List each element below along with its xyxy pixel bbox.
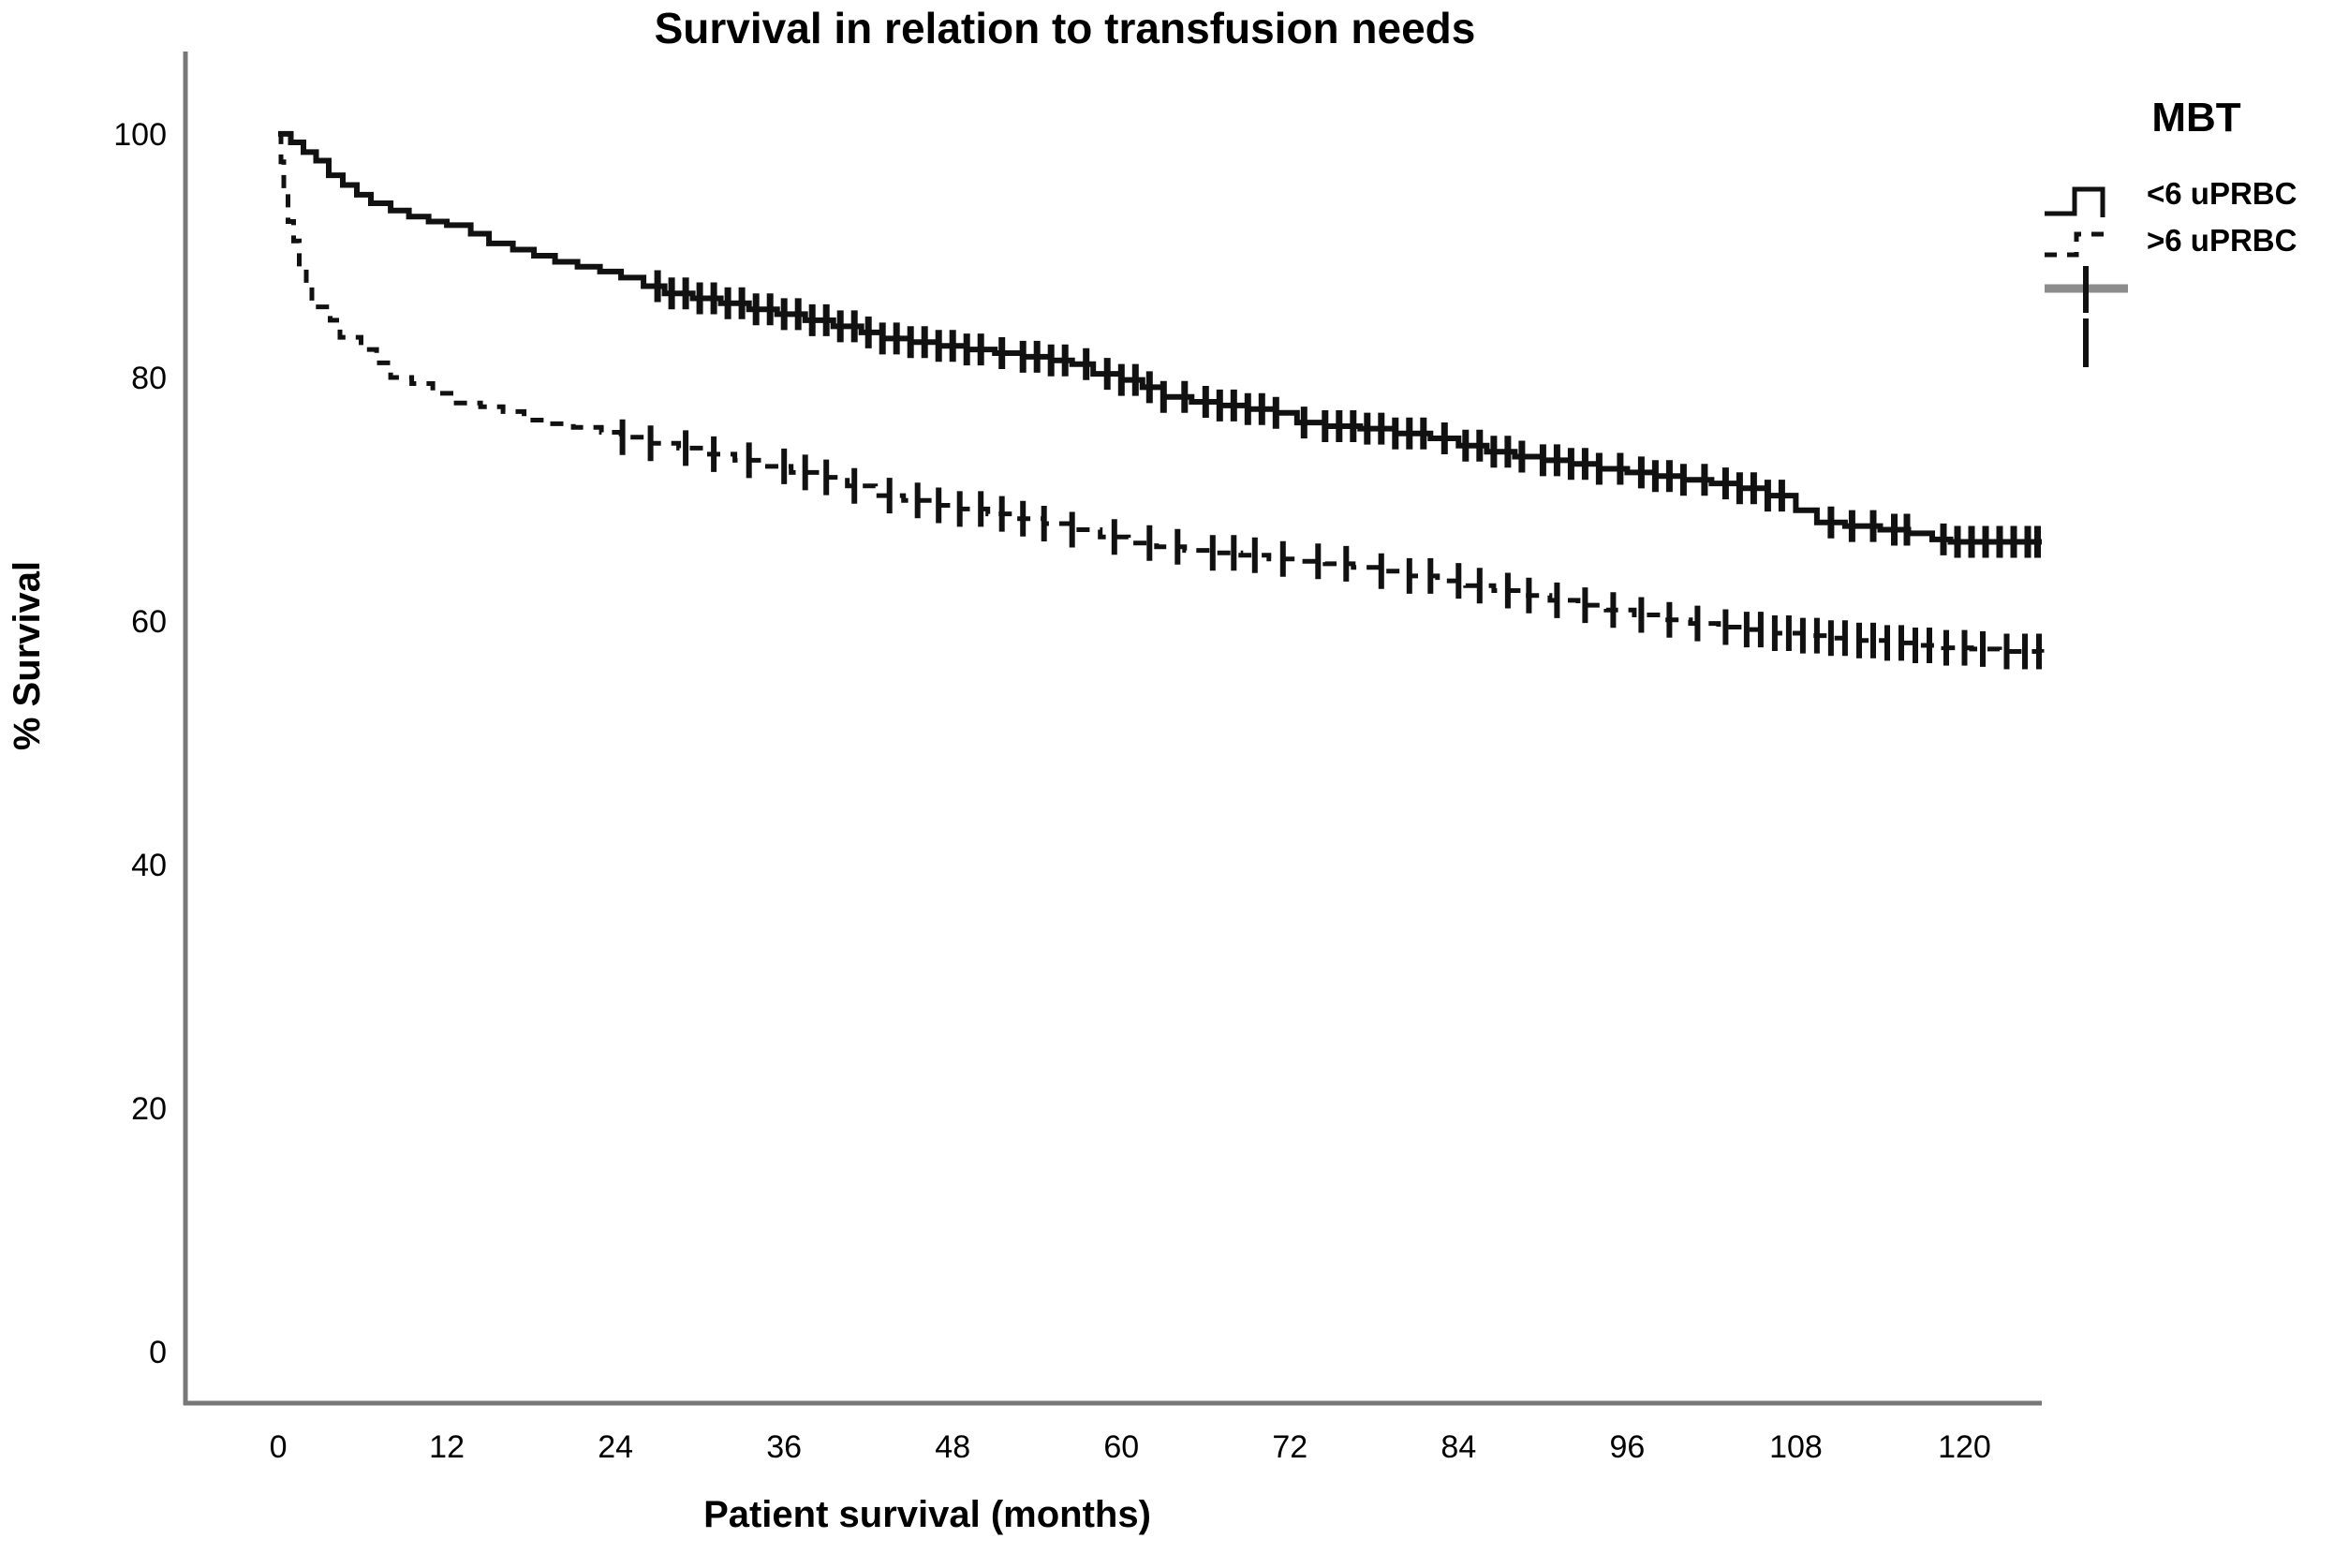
x-tick-label: 24: [598, 1429, 633, 1465]
legend-title: MBT: [2151, 95, 2240, 141]
x-tick-label: 60: [1103, 1429, 1139, 1465]
x-tick-label: 96: [1609, 1429, 1645, 1465]
x-tick-label: 72: [1272, 1429, 1307, 1465]
x-tick-label: 12: [429, 1429, 465, 1465]
x-tick-label: 36: [766, 1429, 802, 1465]
y-tick-label: 40: [131, 848, 167, 883]
x-axis-label: Patient survival (months): [703, 1494, 1151, 1535]
x-tick-label: 48: [935, 1429, 970, 1465]
legend-label-lt6: <6 uPRBC: [2147, 176, 2297, 211]
y-axis-ticks: 0 20 40 60 80 100: [113, 117, 167, 1370]
legend-symbol-dashed-line-icon: [2045, 231, 2108, 258]
x-axis-ticks: 0 12 24 36 48 60 72 84 96 108 120: [270, 1429, 1991, 1465]
y-tick-label: 0: [149, 1335, 167, 1370]
y-tick-label: 60: [131, 604, 167, 640]
legend-label-gt6: >6 uPRBC: [2147, 223, 2297, 258]
y-tick-label: 80: [131, 361, 167, 396]
chart-title: Survival in relation to transfusion need…: [655, 4, 1476, 52]
y-tick-label: 100: [113, 117, 167, 153]
x-tick-label: 0: [270, 1429, 288, 1465]
x-tick-label: 84: [1440, 1429, 1476, 1465]
y-tick-label: 20: [131, 1091, 167, 1127]
x-tick-label: 120: [1938, 1429, 1991, 1465]
y-axis-label: % Survival: [7, 561, 48, 750]
x-tick-label: 108: [1769, 1429, 1823, 1465]
survival-curves: [278, 130, 2045, 670]
legend: MBT <6 uPRBC >6 uPRBC: [2045, 95, 2297, 367]
legend-symbol-solid-line-icon: [2045, 186, 2105, 217]
curve-gt6-uprbc: [278, 131, 2045, 654]
curve-lt6-uprbc: [278, 130, 2042, 545]
